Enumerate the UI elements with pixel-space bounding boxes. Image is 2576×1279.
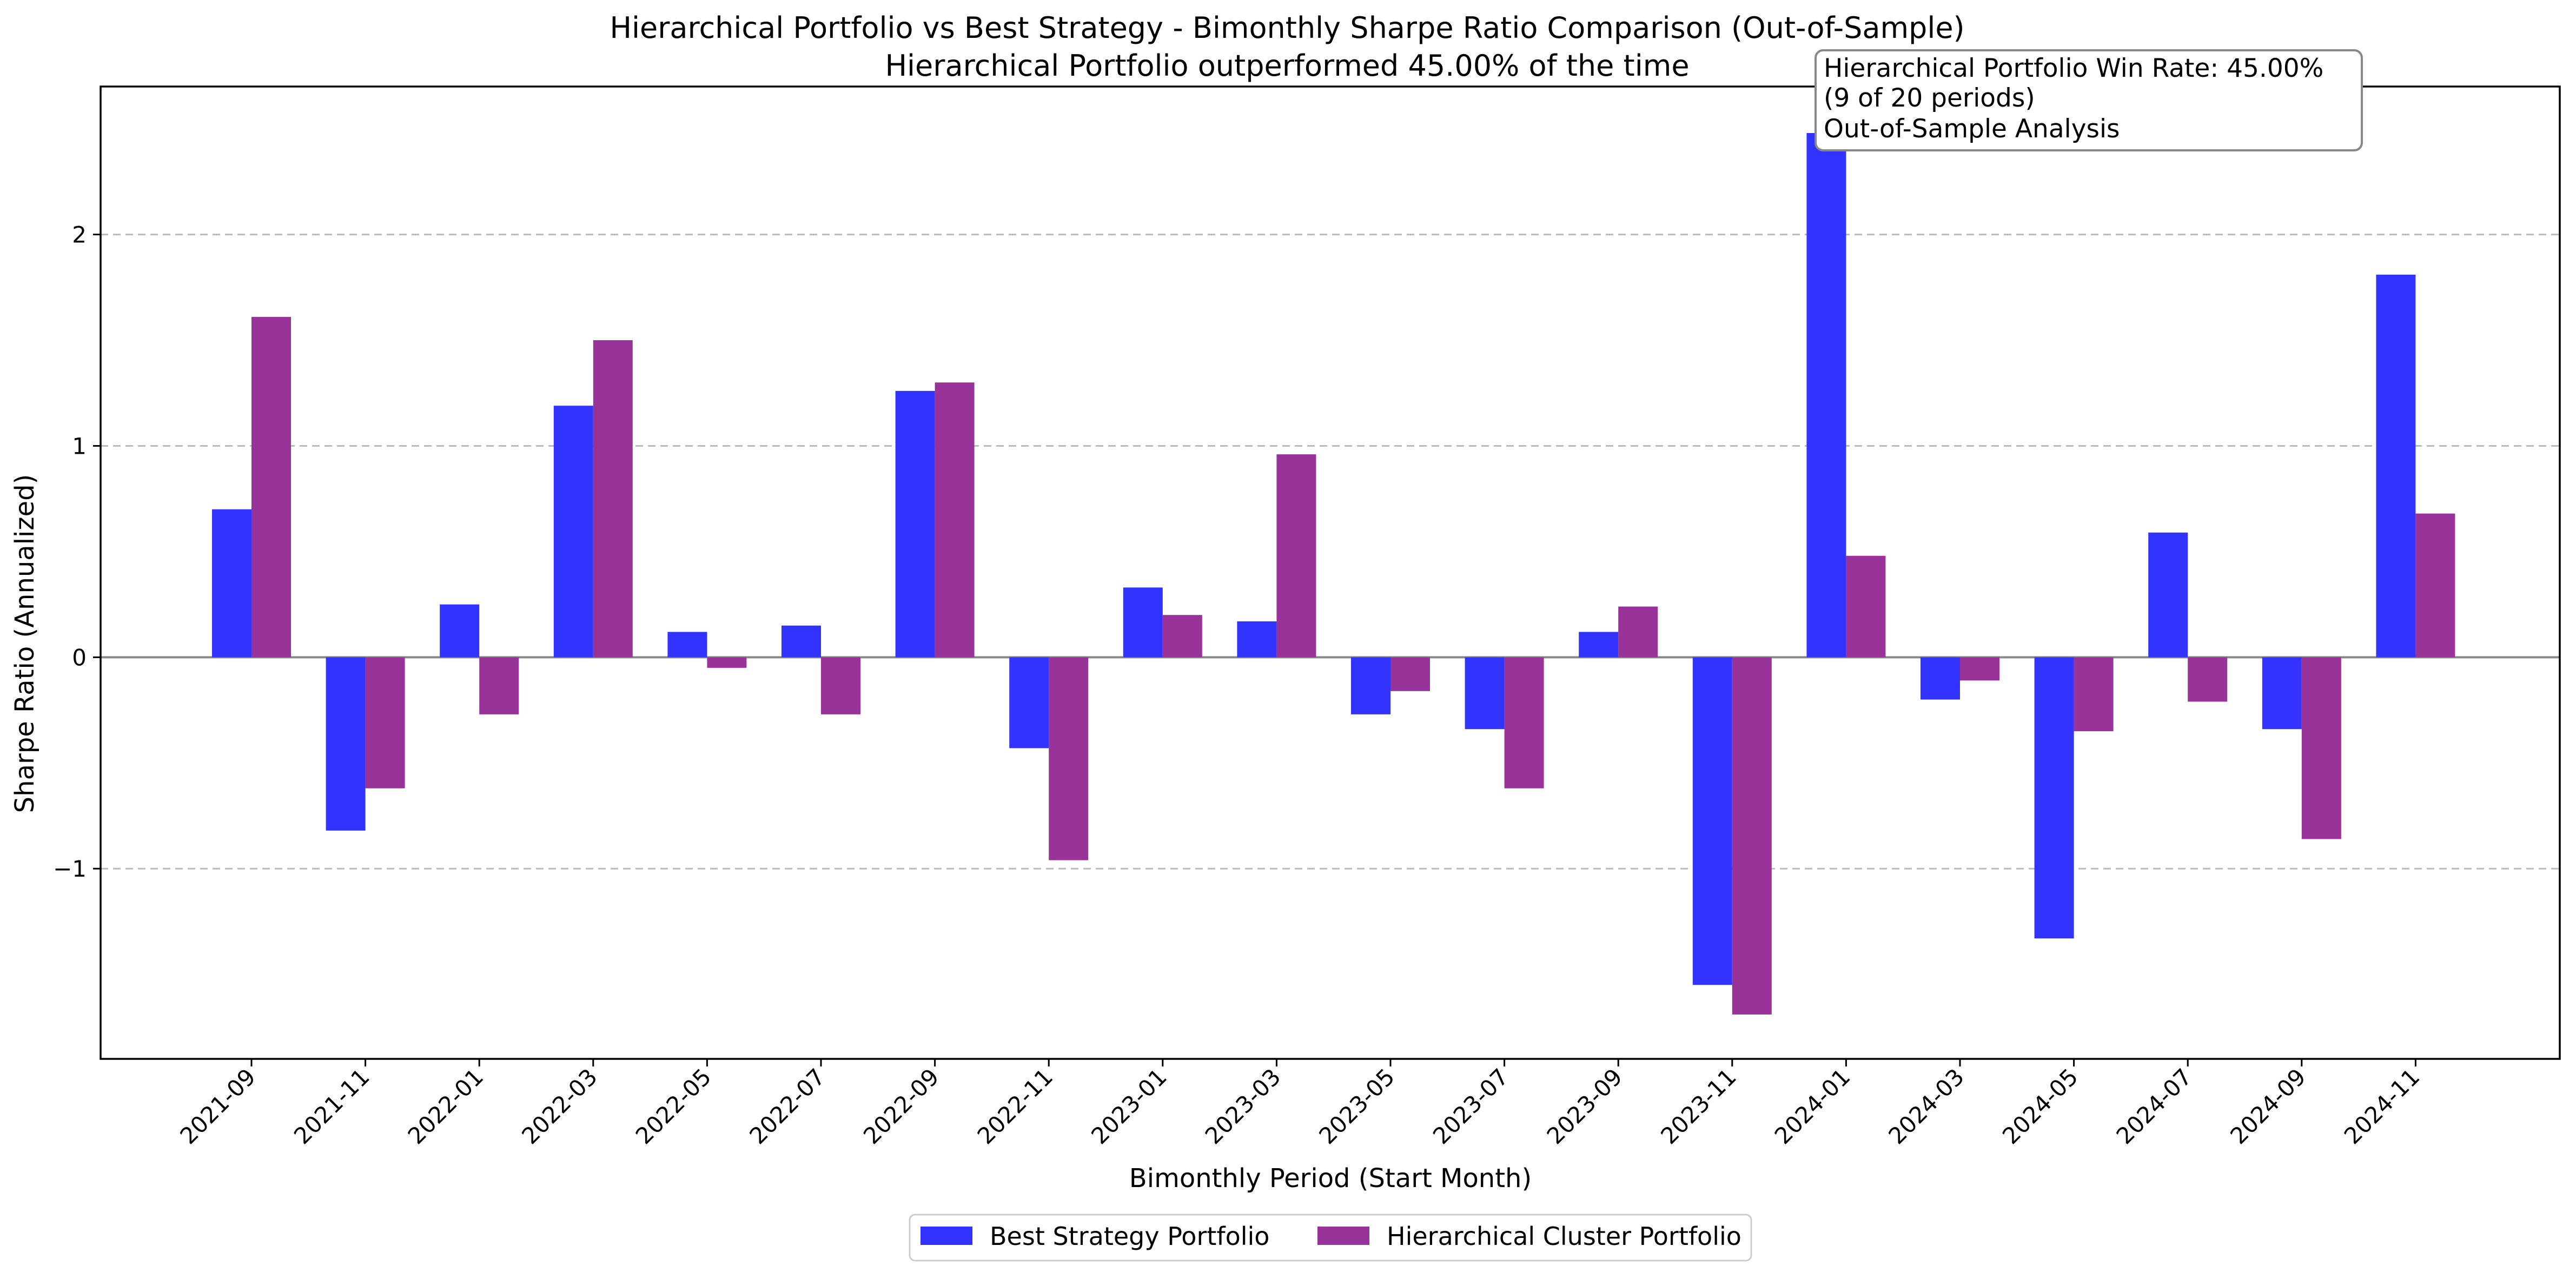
annotation-line: Hierarchical Portfolio Win Rate: 45.00% [1824,54,2323,83]
bar-hierarchical-cluster [1960,657,1999,681]
bar-best-strategy [1806,132,1846,658]
bar-best-strategy [440,604,480,658]
bar-best-strategy [2262,657,2302,730]
y-tick-label: 1 [72,433,87,459]
legend-label-hierarchical-cluster: Hierarchical Cluster Portfolio [1387,1222,1741,1251]
chart-subtitle: Hierarchical Portfolio outperformed 45.0… [885,49,1689,83]
legend-swatch-best-strategy [921,1227,972,1245]
bar-best-strategy [1921,657,1960,700]
bar-hierarchical-cluster [2301,657,2341,839]
y-tick-label: 2 [72,222,87,248]
legend-swatch-hierarchical-cluster [1317,1227,1369,1245]
chart-title: Hierarchical Portfolio vs Best Strategy … [610,11,1964,45]
y-ticks: −1 0 1 2 [53,222,101,882]
bar-hierarchical-cluster [935,382,975,658]
bar-hierarchical-cluster [1504,657,1544,788]
bars [212,132,2455,1015]
bar-best-strategy [782,625,821,658]
bar-best-strategy [667,632,707,658]
bar-hierarchical-cluster [707,657,747,668]
axes [100,85,2561,1060]
bar-best-strategy [1009,657,1049,748]
annotation-box [1815,49,2363,151]
bar-best-strategy [553,406,593,658]
bar-hierarchical-cluster [251,317,291,658]
legend: Best Strategy Portfolio Hierarchical Clu… [909,1214,1752,1262]
bar-best-strategy [1351,657,1390,714]
bar-hierarchical-cluster [1276,454,1316,658]
bar-best-strategy [1692,657,1732,985]
bar-best-strategy [895,390,935,658]
bar-hierarchical-cluster [2188,657,2228,702]
bar-best-strategy [2034,657,2074,939]
bar-best-strategy [326,657,366,831]
y-tick-label: 0 [72,644,87,671]
bar-hierarchical-cluster [479,657,519,714]
bar-hierarchical-cluster [365,657,405,788]
bar-hierarchical-cluster [1390,657,1430,691]
bar-best-strategy [1465,657,1505,730]
bar-best-strategy [212,509,251,658]
bar-best-strategy [1123,587,1163,658]
bar-hierarchical-cluster [1162,615,1202,658]
annotation-line: Out-of-Sample Analysis [1824,114,2120,144]
annotation-line: (9 of 20 periods) [1824,83,2035,113]
bar-best-strategy [2148,532,2188,658]
bar-hierarchical-cluster [1846,555,1886,658]
bar-hierarchical-cluster [821,657,860,714]
bar-hierarchical-cluster [1732,657,1772,1015]
bar-hierarchical-cluster [1049,657,1089,860]
x-axis-label: Bimonthly Period (Start Month) [1129,1163,1532,1194]
bar-hierarchical-cluster [1618,606,1658,658]
bar-hierarchical-cluster [593,340,633,658]
y-axis-label: Sharpe Ratio (Annualized) [10,474,40,813]
win-rate-annotation: Hierarchical Portfolio Win Rate: 45.00% … [1815,49,2363,151]
bar-hierarchical-cluster [2415,513,2455,658]
bar-hierarchical-cluster [2074,657,2114,732]
plot-frame [100,85,2561,1060]
bar-best-strategy [1579,632,1619,658]
y-tick-label: −1 [53,856,87,882]
bar-best-strategy [2376,274,2416,658]
bar-best-strategy [1237,621,1277,658]
legend-label-best-strategy: Best Strategy Portfolio [990,1222,1269,1251]
